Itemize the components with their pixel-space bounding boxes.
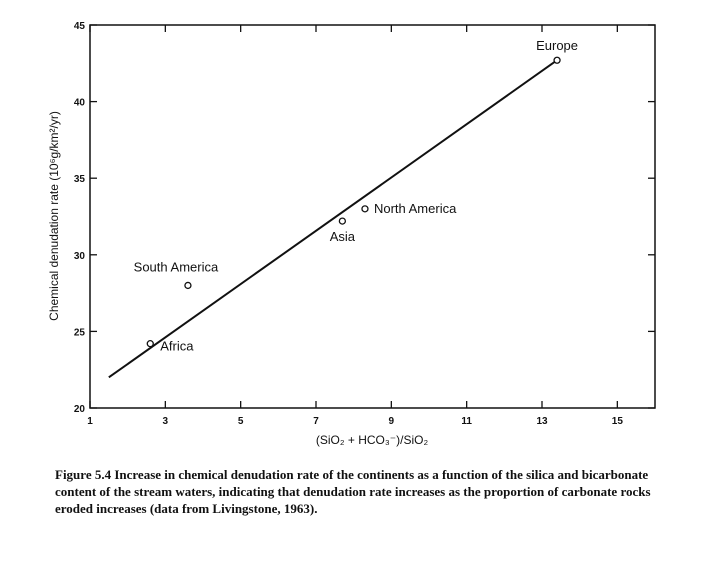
axis-ticks — [89, 24, 655, 409]
y-axis-title: Chemical denudation rate (10⁶g/km²/yr) — [47, 111, 61, 321]
x-tick-labels: 1 3 5 7 9 11 13 15 — [87, 416, 623, 427]
x-tick-label: 3 — [163, 416, 169, 427]
point-label-europe: Europe — [536, 38, 578, 53]
point-asia — [338, 217, 347, 225]
y-tick-labels: 20 25 30 35 40 45 — [74, 21, 86, 415]
y-tick-label: 40 — [74, 98, 86, 109]
x-tick-label: 11 — [461, 416, 472, 427]
x-tick-label: 15 — [612, 416, 624, 427]
x-tick-label: 7 — [313, 416, 319, 427]
y-tick-label: 30 — [74, 251, 86, 262]
y-tick-label: 20 — [74, 404, 86, 415]
x-axis-title: (SiO₂ + HCO₃⁻)/SiO₂ — [316, 433, 429, 447]
point-africa — [146, 340, 154, 348]
y-tick-label: 35 — [74, 174, 86, 185]
point-south-america — [184, 281, 192, 290]
data-points: Europe North America Asia South America Afri… — [134, 38, 578, 353]
x-tick-label: 13 — [536, 416, 548, 427]
point-europe — [553, 56, 561, 64]
point-north-america — [361, 205, 369, 213]
plot-frame — [89, 24, 656, 409]
point-label-asia: Asia — [330, 229, 356, 244]
point-label-north-america: North America — [374, 201, 457, 216]
y-tick-label: 25 — [74, 327, 86, 338]
figure-caption: Figure 5.4 Increase in chemical denudati… — [55, 467, 651, 516]
point-label-south-america: South America — [134, 259, 219, 274]
regression-line — [108, 59, 558, 379]
y-tick-label: 45 — [74, 21, 86, 32]
x-tick-label: 9 — [389, 416, 395, 427]
x-tick-label: 1 — [87, 416, 93, 427]
x-tick-label: 5 — [238, 416, 244, 427]
point-label-africa: Africa — [160, 339, 194, 354]
